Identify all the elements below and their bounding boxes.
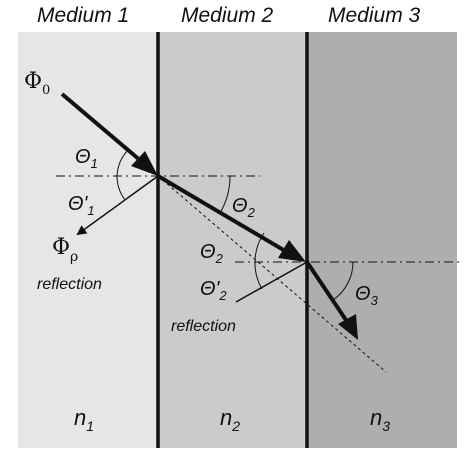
- medium-1-region: [18, 32, 158, 448]
- medium-3-region: [307, 32, 457, 448]
- arc-theta1: [116, 149, 129, 177]
- arc-theta2-first: [219, 175, 231, 214]
- header-medium-2: Medium 2: [181, 4, 274, 27]
- label-theta2-prime: Θ'2: [200, 278, 227, 303]
- label-reflection-2: reflection: [171, 318, 236, 335]
- incident-arrowhead: [131, 151, 158, 176]
- arc-theta2-second: [254, 232, 265, 263]
- label-phi0: Φ0: [24, 69, 50, 98]
- label-theta1: Θ1: [75, 146, 98, 171]
- label-phi-rho: Φρ: [52, 235, 78, 265]
- reflected-ray-1: [76, 175, 159, 236]
- refracted-ray-3: [305, 260, 352, 328]
- refracted-arrowhead-3: [338, 314, 358, 340]
- refracted-ray-2: [156, 174, 294, 257]
- reflected-ray-2: [235, 261, 308, 303]
- arc-theta3: [332, 261, 354, 301]
- label-n2: n2: [220, 405, 240, 434]
- arc-theta2-prime: [254, 261, 263, 290]
- label-theta2-first: Θ2: [232, 195, 256, 220]
- label-theta1-prime: Θ'1: [68, 193, 95, 218]
- header-medium-3: Medium 3: [328, 4, 421, 27]
- label-n1: n1: [74, 405, 94, 434]
- incident-ray: [60, 92, 150, 169]
- label-theta2-second: Θ2: [200, 241, 224, 266]
- refracted-arrowhead-2: [278, 240, 306, 262]
- label-theta3: Θ3: [355, 283, 379, 308]
- label-reflection-1: reflection: [37, 276, 102, 293]
- arc-theta1-prime: [116, 175, 126, 201]
- label-n3: n3: [370, 405, 390, 434]
- incident-extension: [157, 175, 387, 373]
- header-medium-1: Medium 1: [37, 4, 129, 27]
